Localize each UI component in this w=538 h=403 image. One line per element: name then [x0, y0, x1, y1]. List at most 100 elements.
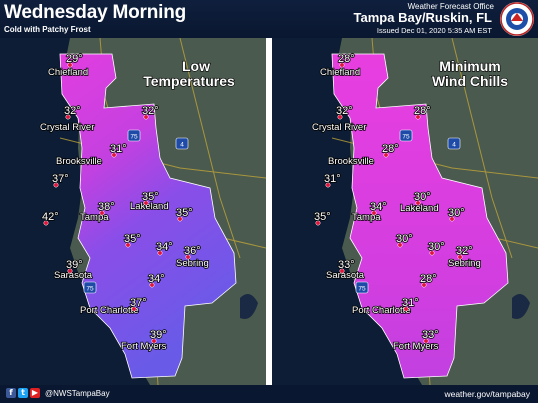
city-label-crystal-river: Crystal River	[312, 122, 366, 133]
temp-value-brooksville-w: 37°	[52, 173, 69, 185]
station-marker	[65, 114, 71, 120]
interstate-75-shield-right: 75	[399, 129, 413, 142]
lake-okeechobee-right	[512, 294, 530, 319]
temp-value-fort-myers: 33°	[422, 329, 439, 341]
station-marker	[339, 268, 345, 274]
temp-value-central: 30°	[428, 241, 445, 253]
station-marker	[99, 210, 105, 216]
city-label-tampa: Tampa	[80, 212, 109, 223]
station-marker	[125, 242, 131, 248]
city-label-sarasota: Sarasota	[326, 270, 365, 281]
station-marker	[371, 210, 377, 216]
station-marker	[421, 282, 427, 288]
city-label-port-charlotte: Port Charlotte	[352, 305, 411, 316]
temp-value-sebring: 32°	[456, 245, 473, 257]
interstate-4-shield-right: 4	[447, 137, 461, 150]
temp-value-lakeland-n: 35°	[142, 191, 159, 203]
temp-value-sarasota: 39°	[66, 259, 83, 271]
station-marker	[457, 254, 463, 260]
interstate-75-shield-south-left: 75	[83, 281, 97, 294]
youtube-icon[interactable]: ▶	[30, 388, 40, 398]
office-label: Weather Forecast Office	[407, 2, 494, 11]
station-marker	[383, 152, 389, 158]
temp-value-chiefland: 28°	[338, 53, 355, 65]
interstate-75-shield-left: 75	[127, 129, 141, 142]
noaa-nws-logo	[500, 2, 534, 36]
temp-value-sarasota: 33°	[338, 259, 355, 271]
station-marker	[397, 242, 403, 248]
temp-value-brooksville-w: 31°	[324, 173, 341, 185]
panel-title-line2: Temperatures	[143, 73, 235, 89]
station-marker	[157, 250, 163, 256]
temp-value-brooksville-n: 31°	[110, 143, 127, 155]
city-label-brooksville: Brooksville	[328, 156, 374, 167]
temp-value-tampa-n: 38°	[98, 201, 115, 213]
svg-text:75: 75	[402, 134, 410, 141]
city-label-fort-myers: Fort Myers	[121, 341, 167, 352]
temp-value-tampa-n: 34°	[370, 201, 387, 213]
temp-value-brooksville-n: 28°	[382, 143, 399, 155]
temp-value-north: 32°	[142, 105, 159, 117]
facebook-icon[interactable]: f	[6, 388, 16, 398]
svg-text:75: 75	[130, 134, 138, 141]
temp-value-fort-myers: 39°	[150, 329, 167, 341]
station-marker	[53, 182, 59, 188]
temp-value-crystal-river: 32°	[64, 105, 81, 117]
temp-value-south-c: 28°	[420, 273, 437, 285]
twitter-icon[interactable]: t	[18, 388, 28, 398]
station-marker	[185, 254, 191, 260]
station-marker	[111, 152, 117, 158]
station-marker	[325, 182, 331, 188]
city-label-chiefland: Chiefland	[320, 67, 360, 78]
temp-value-east: 30°	[396, 233, 413, 245]
city-label-brooksville: Brooksville	[56, 156, 102, 167]
interstate-4-shield-left: 4	[175, 137, 189, 150]
temp-value-south-c: 34°	[148, 273, 165, 285]
panel-title-line2: Wind Chills	[432, 73, 508, 89]
station-marker	[151, 338, 157, 344]
svg-text:75: 75	[358, 286, 366, 293]
station-marker	[131, 306, 137, 312]
city-label-sarasota: Sarasota	[54, 270, 93, 281]
temp-value-port-charlotte: 37°	[130, 297, 147, 309]
station-marker	[429, 250, 435, 256]
website-link[interactable]: weather.gov/tampabay	[444, 389, 530, 399]
page-subtitle: Cold with Patchy Frost	[4, 25, 91, 34]
page-title: Wednesday Morning	[4, 2, 187, 23]
city-label-tampa: Tampa	[352, 212, 381, 223]
temp-value-sebring: 36°	[184, 245, 201, 257]
city-label-lakeland: Lakeland	[400, 203, 439, 214]
panel-wind-chills: 75 4 75 Minimum Wind Chills Chiefland Cr…	[272, 37, 538, 386]
forecast-area-low	[59, 53, 237, 379]
city-label-fort-myers: Fort Myers	[393, 341, 439, 352]
header-bar: Wednesday Morning Cold with Patchy Frost…	[0, 0, 538, 38]
station-marker	[143, 114, 149, 120]
social-handle[interactable]: @NWSTampaBay	[45, 388, 110, 398]
svg-text:4: 4	[180, 142, 184, 149]
panel-divider	[266, 38, 272, 385]
temp-value-lakeland-e: 30°	[448, 207, 465, 219]
station-marker	[403, 306, 409, 312]
station-marker	[67, 62, 73, 68]
temp-value-crystal-river: 32°	[336, 105, 353, 117]
forecast-maps: 75 4 75 Low Temperatures Chiefland Cryst…	[0, 37, 538, 386]
issued-time: Issued Dec 01, 2020 5:35 AM EST	[376, 26, 492, 35]
station-marker	[315, 220, 321, 226]
city-label-chiefland: Chiefland	[48, 67, 88, 78]
gulf-water-right	[272, 38, 422, 385]
footer-bar: f t ▶ @NWSTampaBay weather.gov/tampabay	[0, 385, 538, 403]
temp-value-north: 28°	[414, 105, 431, 117]
temp-value-tampa-w: 42°	[42, 211, 59, 223]
panel-low-temperatures: 75 4 75 Low Temperatures Chiefland Cryst…	[0, 37, 267, 386]
station-marker	[43, 220, 49, 226]
station-marker	[339, 62, 345, 68]
city-label-port-charlotte: Port Charlotte	[80, 305, 139, 316]
station-marker	[149, 282, 155, 288]
city-label-lakeland: Lakeland	[130, 201, 169, 212]
map-area: 75 4 75 Low Temperatures Chiefland Cryst…	[0, 37, 538, 386]
station-marker	[177, 216, 183, 222]
lake-okeechobee-left	[240, 294, 258, 319]
station-marker	[415, 200, 421, 206]
station-marker	[337, 114, 343, 120]
temp-value-central: 34°	[156, 241, 173, 253]
